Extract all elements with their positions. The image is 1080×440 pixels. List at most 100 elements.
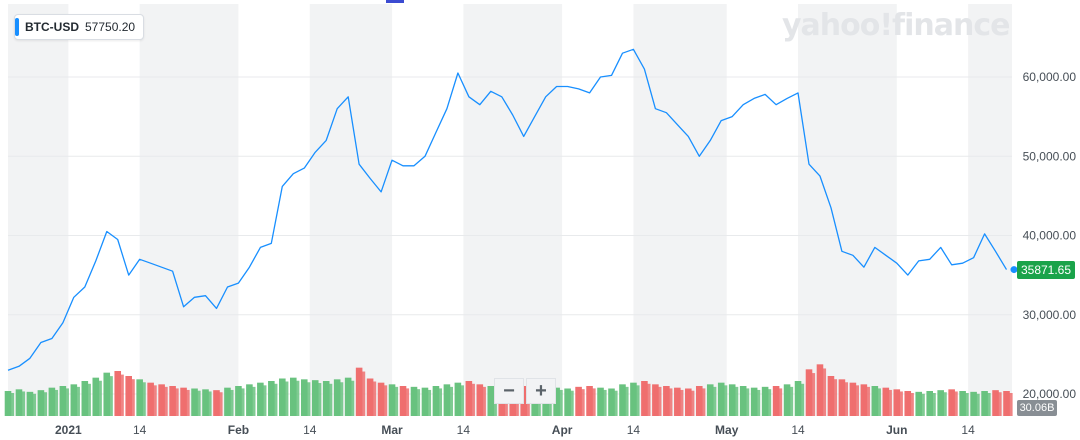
volume-bar [424,389,432,416]
volume-bar [62,388,69,416]
volume-bar [402,388,410,416]
volume-bar [600,389,607,416]
volume-bar [150,385,157,416]
volume-bar [578,389,585,416]
volume-bar [281,381,289,416]
y-tick-label: 50,000.00 [1023,149,1077,163]
volume-bar [237,388,245,416]
volume-bar [347,380,355,416]
zoom-in-button[interactable]: + [526,378,556,404]
background-band [8,4,69,416]
volume-bar [84,383,91,416]
volume-bar [18,391,26,416]
volume-bar [380,385,388,416]
volume-bar [567,390,574,416]
last-price-marker [1010,266,1018,274]
volume-bar [369,381,377,416]
volume-bar [183,389,190,416]
x-tick-label: May [715,423,739,437]
volume-tag: 30.06B [1017,400,1057,416]
volume-bar [161,386,168,416]
legend-symbol: BTC-USD [25,20,79,34]
volume-bar [117,374,124,416]
volume-bar [314,383,322,416]
legend-color-swatch [15,18,19,36]
background-band [968,4,1012,416]
volume-bar [808,373,816,416]
volume-bar [698,388,706,416]
volume-bar [128,379,135,416]
volume-bar [973,393,980,416]
volume-bar [139,382,146,416]
volume-bar [940,392,947,416]
volume-bar [852,385,859,416]
volume-bar [962,393,969,416]
volume-bar [611,390,618,416]
volume-bar [479,386,486,416]
volume-bar [215,392,223,416]
volume-bar [248,386,256,416]
brand-logo: yahoo!finance [782,8,1010,43]
zoom-out-button[interactable]: − [494,378,524,404]
volume-bar [413,389,421,416]
volume-bar [797,383,805,416]
volume-bar [106,376,113,416]
volume-bar [7,393,15,416]
volume-bar [172,388,179,416]
y-tick-label: 20,000.00 [1023,387,1077,401]
x-tick-label: Apr [552,423,573,437]
volume-bar [951,391,958,416]
volume-bar [73,386,80,416]
volume-bar [358,371,366,416]
volume-bar [929,393,936,416]
volume-bar [874,388,881,416]
legend-value: 57750.20 [85,20,136,34]
volume-bar [896,391,903,416]
volume-bar [205,391,212,416]
volume-bar [687,390,695,416]
x-tick-label: 14 [627,423,641,437]
x-tick-label: 14 [133,423,147,437]
volume-bar [995,392,1002,416]
x-tick-label: 14 [791,423,805,437]
volume-bar [270,383,278,416]
zoom-controls: − + [494,378,556,404]
volume-bar [435,388,443,416]
x-tick-label: 14 [961,423,975,437]
volume-bar [292,380,300,416]
x-tick-label: Mar [381,423,403,437]
volume-bar [40,392,48,416]
volume-bar [468,383,475,416]
volume-bar [709,386,717,416]
volume-bar [676,389,684,416]
volume-bar [589,388,596,416]
volume-bar [446,386,453,416]
volume-bar [226,389,234,416]
volume-bar [665,388,673,416]
volume-bar [786,386,794,416]
volume-bar [29,393,37,416]
volume-bar [764,389,772,416]
volume-bar [918,393,925,416]
volume-bar [457,385,464,416]
x-tick-label: 2021 [55,423,82,437]
volume-bar [654,386,662,416]
volume-bar [819,368,827,416]
volume-bar [742,388,750,416]
volume-bar [775,388,783,416]
x-tick-label: Feb [228,423,249,437]
volume-bar [830,379,838,416]
volume-bar [731,386,739,416]
y-tick-label: 30,000.00 [1023,308,1077,322]
y-tick-label: 60,000.00 [1023,70,1077,84]
volume-bar [885,389,892,416]
x-tick-label: 14 [457,423,471,437]
y-tick-label: 40,000.00 [1023,229,1077,243]
last-price-tag: 35871.65 [1017,260,1075,279]
legend-chip[interactable]: BTC-USD 57750.20 [14,14,145,40]
background-band [463,4,563,416]
volume-bar [863,386,870,416]
volume-bar [391,386,399,416]
background-band [309,4,393,416]
